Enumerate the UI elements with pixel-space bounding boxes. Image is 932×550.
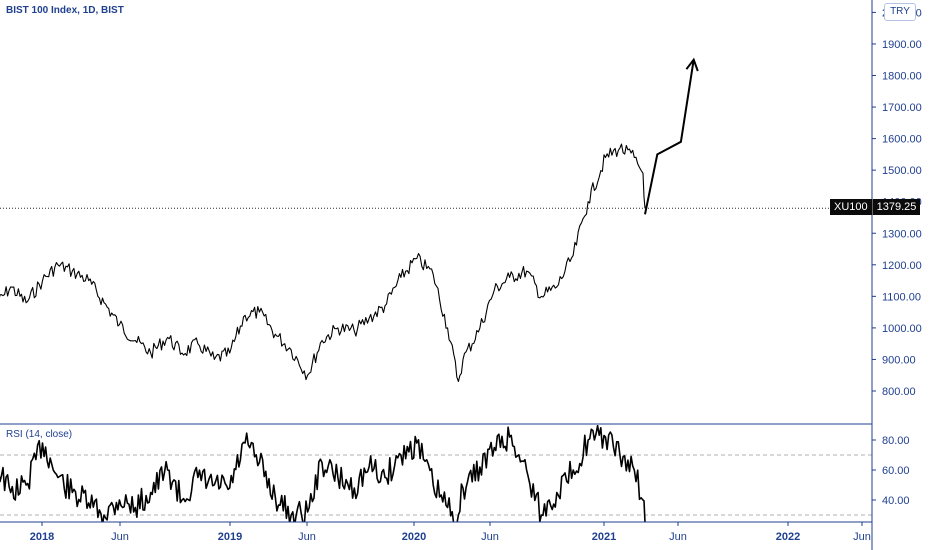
time-tick-label: Jun — [111, 531, 129, 543]
time-tick-label: 2021 — [592, 531, 616, 543]
price-tick-label: 1300.00 — [882, 228, 922, 240]
time-tick-label: 2022 — [776, 531, 800, 543]
rsi-tick-label: 40.00 — [882, 495, 910, 507]
time-tick-label: Jun — [853, 531, 871, 543]
price-tick-label: 1900.00 — [882, 39, 922, 51]
time-tick-label: Jun — [669, 531, 687, 543]
time-tick-label: 2020 — [402, 531, 426, 543]
projection-arrow-line — [644, 59, 695, 215]
time-tick-label: Jun — [298, 531, 316, 543]
price-tick-label: 1000.00 — [882, 323, 922, 335]
time-tick-label: 2019 — [218, 531, 242, 543]
price-tick-label: 900.00 — [882, 354, 916, 366]
price-tick-label: 1800.00 — [882, 71, 922, 83]
price-series-line — [0, 143, 646, 383]
rsi-series-line — [0, 425, 646, 522]
rsi-tick-label: 80.00 — [882, 435, 910, 447]
chart-title: BIST 100 Index, 1D, BIST — [6, 5, 124, 16]
price-tick-label: 1500.00 — [882, 165, 922, 177]
price-tick-label: 1100.00 — [882, 291, 921, 303]
price-tag-symbol: XU100 — [830, 199, 873, 215]
price-tick-label: 1700.00 — [882, 102, 922, 114]
price-tag-value: 1379.25 — [876, 201, 917, 213]
time-tick-label: 2018 — [30, 531, 54, 543]
price-tick-label: 1200.00 — [882, 260, 922, 272]
price-tick-label: 1600.00 — [882, 134, 922, 146]
rsi-title: RSI (14, close) — [6, 429, 73, 440]
rsi-panel — [0, 425, 872, 522]
currency-button[interactable]: TRY — [884, 3, 916, 21]
rsi-tick-label: 60.00 — [882, 465, 910, 477]
projection-arrow-head — [685, 57, 699, 72]
time-tick-label: Jun — [481, 531, 499, 543]
price-tick-label: 800.00 — [882, 386, 916, 398]
price-panel — [0, 57, 872, 383]
last-price-tag: XU100 1379.25 — [830, 199, 921, 215]
